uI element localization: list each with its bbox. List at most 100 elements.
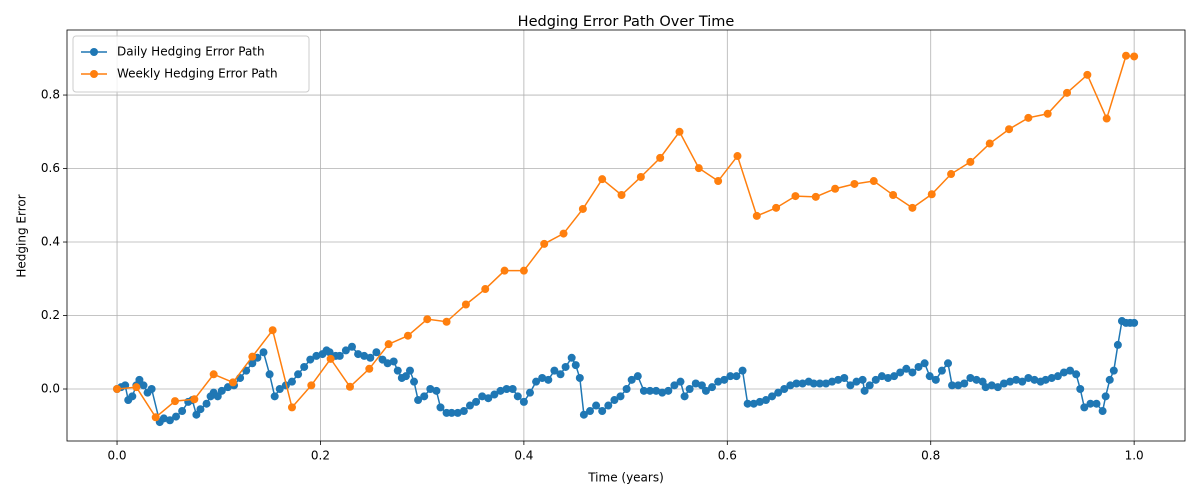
point	[954, 381, 963, 390]
point	[656, 153, 665, 162]
x-axis-label: Time (years)	[587, 471, 664, 485]
point	[743, 399, 752, 408]
point	[559, 229, 568, 238]
point	[610, 396, 619, 405]
point	[223, 383, 232, 392]
point	[869, 177, 878, 186]
point	[658, 388, 667, 397]
point	[633, 372, 642, 381]
point	[508, 385, 517, 394]
point	[159, 414, 168, 423]
point	[636, 172, 645, 181]
point	[426, 385, 435, 394]
point	[908, 368, 917, 377]
point	[335, 351, 344, 360]
point	[786, 381, 795, 390]
series-line	[116, 54, 1135, 419]
point	[850, 179, 859, 188]
point	[960, 379, 969, 388]
point	[209, 370, 218, 379]
point	[1012, 375, 1021, 384]
point	[403, 331, 412, 340]
y-tick-label: 0.6	[41, 161, 60, 175]
point	[694, 164, 703, 173]
point	[966, 373, 975, 382]
point	[178, 407, 187, 416]
point	[676, 377, 685, 386]
point	[791, 192, 800, 201]
point	[459, 407, 468, 416]
point	[268, 326, 277, 335]
point	[1005, 125, 1014, 134]
point	[809, 379, 818, 388]
point	[135, 375, 144, 384]
point	[646, 386, 655, 395]
point	[811, 192, 820, 201]
point	[1080, 403, 1089, 412]
point	[920, 359, 929, 368]
point	[192, 410, 201, 419]
point	[165, 416, 174, 425]
point	[831, 184, 840, 193]
point	[927, 190, 936, 199]
point	[453, 408, 462, 417]
point	[1066, 366, 1075, 375]
legend-label: Weekly Hedging Error Path	[117, 67, 278, 81]
point	[598, 175, 607, 184]
chart-title: Hedging Error Path Over Time	[518, 14, 735, 30]
point	[774, 388, 783, 397]
point	[447, 408, 456, 417]
point	[171, 397, 180, 406]
point	[1130, 318, 1139, 327]
point	[190, 395, 199, 404]
point	[213, 392, 222, 401]
point	[733, 152, 742, 161]
point	[389, 357, 398, 366]
point	[860, 386, 869, 395]
point	[846, 381, 855, 390]
point	[202, 399, 211, 408]
point	[436, 403, 445, 412]
point	[461, 300, 470, 309]
point	[1006, 377, 1015, 386]
point	[890, 372, 899, 381]
point	[294, 370, 303, 379]
x-tick-label: 0.6	[718, 449, 737, 463]
point	[670, 381, 679, 390]
point	[1105, 375, 1114, 384]
point	[840, 373, 849, 382]
point	[616, 392, 625, 401]
point	[365, 364, 374, 373]
point	[987, 381, 996, 390]
point	[652, 386, 661, 395]
point	[265, 370, 274, 379]
point	[931, 375, 940, 384]
point	[519, 266, 528, 275]
point	[925, 372, 934, 381]
point	[993, 383, 1002, 392]
point	[384, 340, 393, 349]
point	[147, 385, 156, 394]
point	[465, 401, 474, 410]
point	[405, 366, 414, 375]
point	[1122, 51, 1131, 60]
point	[172, 412, 181, 421]
point	[914, 362, 923, 371]
point	[815, 379, 824, 388]
point	[821, 379, 830, 388]
point	[519, 397, 528, 406]
point	[401, 372, 410, 381]
point	[937, 366, 946, 375]
point	[1113, 340, 1122, 349]
point	[1053, 372, 1062, 381]
point	[423, 315, 432, 324]
point	[372, 348, 381, 357]
point	[414, 396, 423, 405]
point	[532, 377, 541, 386]
point	[1102, 114, 1111, 123]
point	[999, 379, 1008, 388]
point	[525, 388, 534, 397]
point	[966, 157, 975, 166]
point	[902, 364, 911, 373]
point	[575, 373, 584, 382]
